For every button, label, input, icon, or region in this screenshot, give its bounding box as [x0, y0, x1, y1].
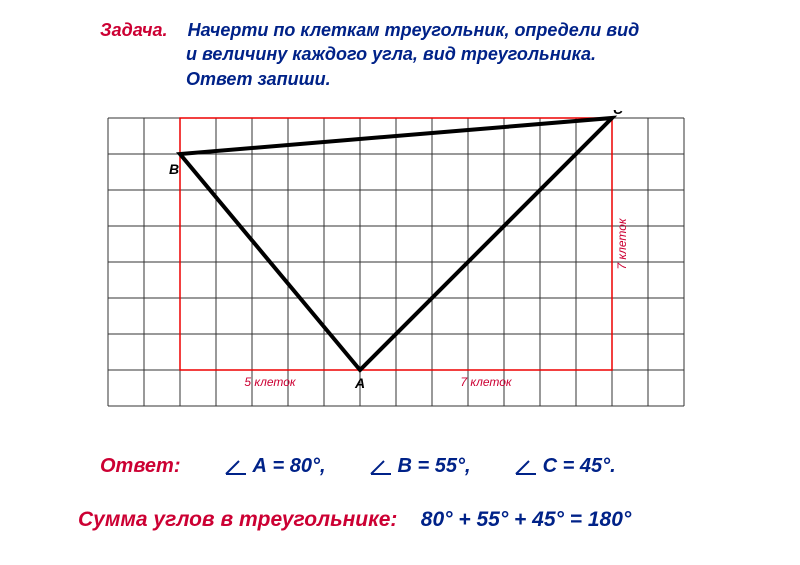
task-text-2: и величину каждого угла, вид треугольник… [100, 42, 700, 66]
svg-text:А: А [354, 375, 365, 391]
angle-A: А = 80°, [225, 455, 326, 478]
task-text-3: Ответ запиши. [100, 67, 700, 91]
geometry-diagram: А В С 5 клеток 7 клеток 7 клеток [100, 110, 710, 420]
task-text-1: Начерти по клеткам треугольник, определи… [188, 20, 640, 40]
angle-icon [515, 459, 537, 475]
angle-A-text: А = 80°, [253, 455, 326, 478]
angle-B: В = 55°, [370, 455, 471, 478]
sum-expression: 80° + 55° + 45° = 180° [421, 508, 632, 531]
svg-text:С: С [613, 110, 624, 117]
svg-text:7 клеток: 7 клеток [615, 217, 629, 270]
task-block: Задача. Начерти по клеткам треугольник, … [100, 18, 700, 91]
angle-B-text: В = 55°, [398, 455, 471, 478]
angle-C: С = 45°. [515, 455, 616, 478]
sum-row: Сумма углов в треугольнике: 80° + 55° + … [78, 508, 631, 532]
svg-text:В: В [169, 161, 179, 177]
svg-text:5 клеток: 5 клеток [244, 375, 297, 389]
svg-text:7 клеток: 7 клеток [460, 375, 513, 389]
task-label: Задача. [100, 20, 168, 40]
angle-icon [370, 459, 392, 475]
task-line-1: Задача. Начерти по клеткам треугольник, … [100, 18, 700, 42]
angle-C-text: С = 45°. [543, 455, 616, 478]
angle-icon [225, 459, 247, 475]
sum-label: Сумма углов в треугольнике: [78, 508, 397, 531]
answer-label: Ответ: [100, 455, 181, 478]
answer-row: Ответ: А = 80°, В = 55°, С = 45°. [100, 455, 740, 478]
